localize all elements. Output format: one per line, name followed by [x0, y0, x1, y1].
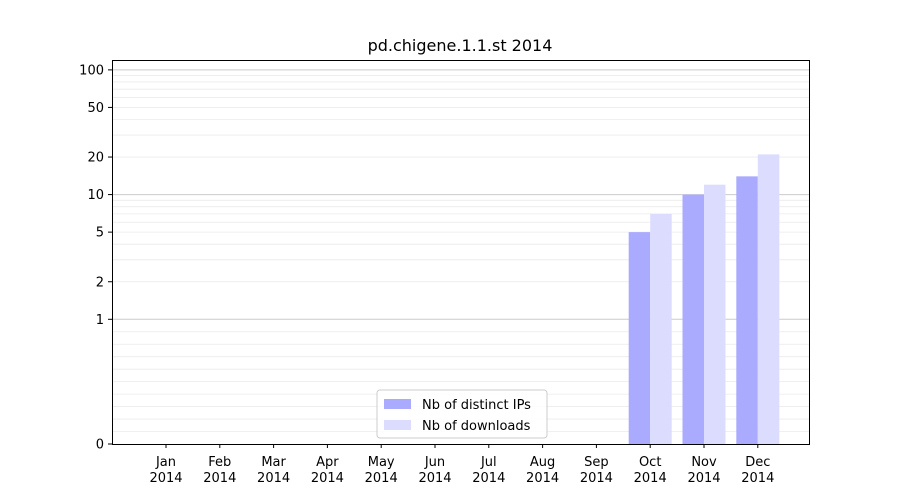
x-tick-label: Aug 2014: [526, 455, 559, 486]
x-tick-label: Jun 2014: [418, 455, 451, 486]
plot-frame: [112, 60, 810, 445]
bar-distinct-ips: [736, 176, 758, 444]
x-tick-label: Sep 2014: [580, 455, 613, 486]
legend-label: Nb of downloads: [422, 419, 531, 434]
y-tick-label: 5: [96, 226, 104, 241]
x-tick-label: Nov 2014: [687, 455, 720, 486]
bars: [628, 154, 780, 444]
y-tick-label: 1: [96, 313, 104, 328]
legend-label: Nb of distinct IPs: [422, 398, 531, 413]
bar-downloads: [757, 154, 780, 444]
legend-box: [376, 389, 548, 439]
legend-swatch: [384, 420, 411, 430]
bar-distinct-ips: [628, 232, 651, 444]
legend-swatch: [384, 399, 411, 409]
x-tick-label: Feb 2014: [203, 455, 236, 486]
bar-downloads: [704, 184, 726, 444]
x-tick-label: Oct 2014: [634, 455, 667, 486]
y-tick-label: 2: [96, 275, 104, 290]
bar-downloads: [650, 213, 672, 444]
chart-title: pd.chigene.1.1.st 2014: [368, 36, 553, 55]
x-tick-label: May 2014: [365, 455, 398, 486]
x-tick-label: Jan 2014: [149, 455, 182, 486]
x-tick-label: Mar 2014: [257, 455, 290, 486]
y-axis: 0 1 2 5 10 20 50 100: [79, 63, 112, 453]
x-axis: Jan 2014 Feb 2014 Mar 2014 Apr 2014 May 2014 Jun 20…: [149, 444, 774, 486]
y-tick-label: 20: [87, 151, 104, 166]
y-tick-label: 0: [96, 438, 104, 453]
x-tick-label: Apr 2014: [311, 455, 344, 486]
y-tick-label: 100: [79, 63, 104, 78]
y-tick-label: 10: [87, 188, 104, 203]
x-tick-label: Dec 2014: [741, 455, 774, 486]
legend: Nb of distinct IPs Nb of downloads: [376, 389, 548, 439]
x-tick-label: Jul 2014: [472, 455, 505, 486]
bar-distinct-ips: [682, 194, 704, 444]
y-tick-label: 50: [87, 101, 104, 116]
